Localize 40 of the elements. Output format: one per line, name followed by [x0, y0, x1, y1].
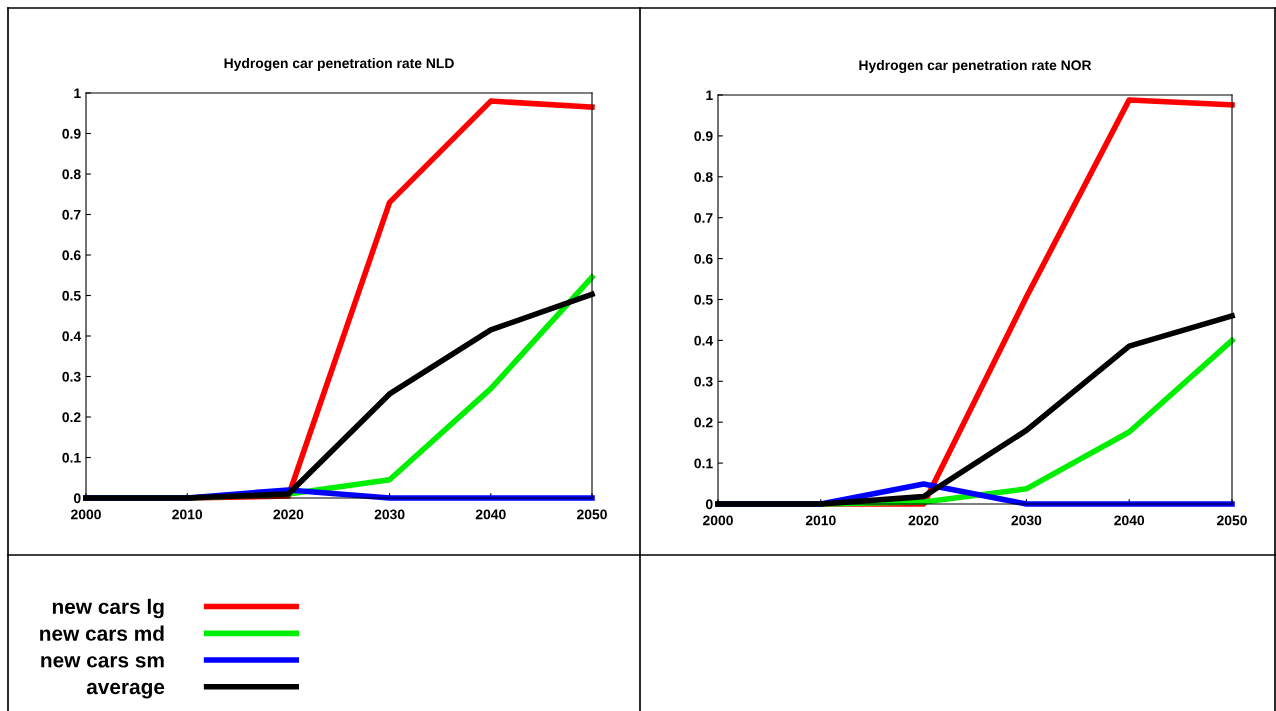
y-tick-label: 0.1 [694, 458, 713, 469]
x-tick-label: 2030 [374, 509, 405, 520]
y-tick-label: 0.6 [62, 250, 81, 261]
x-tick-label: 2010 [805, 515, 836, 526]
x-tick-label: 2050 [577, 509, 607, 520]
x-tick-label: 2010 [172, 509, 203, 520]
y-tick-label: 0 [73, 493, 81, 504]
legend-label: average [86, 682, 165, 699]
x-tick-label: 2050 [1217, 515, 1247, 526]
y-tick-label: 0.2 [694, 417, 713, 428]
legend-label: new cars md [40, 625, 164, 641]
chart-title: Hydrogen car penetration rate NLD [224, 57, 454, 71]
x-tick-label: 2020 [273, 509, 304, 520]
legend-label: new cars sm [41, 656, 164, 668]
chart-title: Hydrogen car penetration rate NOR [859, 59, 1092, 73]
x-tick-label: 2040 [1114, 515, 1145, 526]
x-tick-label: 2030 [1011, 515, 1042, 526]
y-tick-label: 1 [706, 90, 713, 101]
y-tick-label: 0.9 [62, 128, 81, 139]
y-tick-label: 0.5 [62, 290, 81, 301]
y-tick-label: 0.3 [62, 371, 81, 382]
x-tick-label: 2020 [908, 515, 939, 526]
y-tick-label: 0.7 [62, 209, 81, 220]
y-tick-label: 0.4 [62, 331, 82, 342]
x-tick-label: 2040 [475, 509, 506, 520]
y-tick-label: 0.5 [694, 294, 713, 305]
y-tick-label: 1 [74, 88, 81, 99]
x-tick-label: 2000 [71, 509, 101, 520]
y-tick-label: 0.4 [694, 335, 714, 346]
legend-label: new cars lg [52, 598, 164, 619]
x-tick-label: 2000 [703, 515, 733, 526]
y-tick-label: 0.2 [62, 412, 81, 423]
y-tick-label: 0 [705, 499, 713, 510]
y-tick-label: 0.6 [694, 253, 713, 264]
y-tick-label: 0.3 [694, 376, 713, 387]
y-tick-label: 0.8 [62, 169, 81, 180]
y-tick-label: 0.9 [694, 131, 713, 142]
y-tick-label: 0.8 [694, 172, 713, 182]
y-tick-label: 0.1 [62, 452, 81, 463]
y-tick-label: 0.7 [694, 213, 713, 223]
